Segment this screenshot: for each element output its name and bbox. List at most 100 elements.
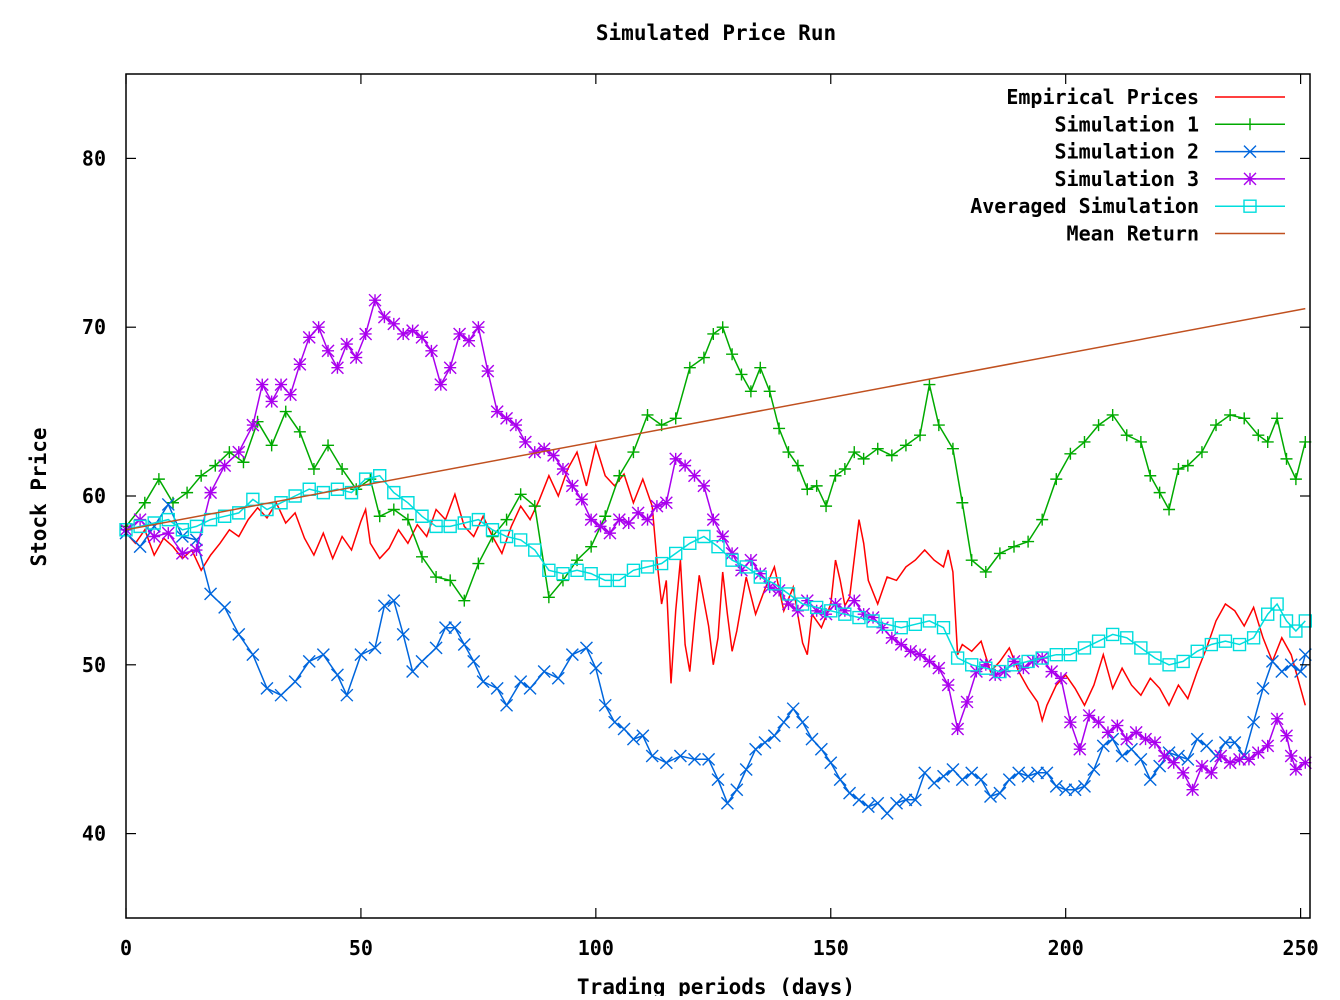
- data-point-simulation-3: [1223, 756, 1237, 770]
- data-point-simulation-2: [890, 796, 904, 810]
- data-point-simulation-2: [1068, 783, 1082, 797]
- data-point-simulation-1: [1181, 459, 1194, 472]
- data-point-simulation-1: [801, 483, 814, 496]
- data-point-simulation-1: [993, 547, 1006, 560]
- data-point-simulation-3: [1073, 742, 1087, 756]
- data-point-simulation-2: [133, 540, 147, 554]
- data-point-simulation-3: [359, 327, 373, 341]
- data-point-averaged-simulation: [711, 539, 725, 554]
- data-point-simulation-2: [1143, 773, 1157, 787]
- data-point-simulation-2: [777, 715, 791, 729]
- data-point-simulation-1: [1210, 419, 1223, 432]
- data-point-simulation-3: [885, 631, 899, 645]
- data-point-simulation-3: [979, 658, 993, 672]
- data-point-averaged-simulation: [485, 523, 500, 537]
- data-point-simulation-1: [486, 530, 499, 543]
- data-point-simulation-2: [955, 773, 969, 787]
- data-point-simulation-2: [340, 688, 354, 702]
- data-point-simulation-2: [161, 497, 175, 511]
- data-point-simulation-3: [641, 513, 655, 527]
- data-point-simulation-1: [1289, 473, 1302, 486]
- data-point-simulation-2: [1256, 681, 1270, 695]
- data-point-averaged-simulation: [471, 512, 486, 527]
- data-point-simulation-3: [1186, 783, 1200, 797]
- data-point-simulation-2: [1134, 752, 1148, 766]
- data-point-simulation-3: [716, 530, 730, 544]
- data-point-simulation-1: [1008, 540, 1020, 553]
- data-point-simulation-3: [1242, 752, 1256, 766]
- data-point-simulation-3: [537, 442, 551, 456]
- data-point-simulation-2: [899, 793, 913, 807]
- y-tick-label: 60: [82, 484, 106, 508]
- data-point-simulation-2: [302, 654, 316, 668]
- data-point-simulation-1: [237, 456, 250, 469]
- data-point-simulation-2: [984, 789, 998, 803]
- data-point-simulation-2: [1115, 749, 1129, 763]
- data-point-simulation-1: [641, 408, 654, 421]
- data-point-simulation-3: [1063, 715, 1077, 729]
- data-point-averaged-simulation: [274, 496, 288, 510]
- data-point-simulation-1: [1050, 473, 1063, 486]
- data-point-simulation-1: [899, 439, 912, 452]
- data-point-simulation-1: [279, 405, 292, 418]
- data-point-simulation-1: [1172, 462, 1185, 475]
- data-point-simulation-3: [631, 506, 645, 520]
- data-point-simulation-2: [368, 641, 382, 655]
- data-point-simulation-3: [1298, 756, 1312, 770]
- series-simulation-3: [119, 293, 1312, 797]
- data-point-simulation-2: [598, 698, 612, 712]
- data-point-simulation-3: [415, 330, 429, 344]
- data-point-averaged-simulation: [1007, 658, 1021, 672]
- data-point-simulation-3: [1176, 766, 1190, 780]
- data-point-simulation-2: [1247, 715, 1261, 729]
- data-point-averaged-simulation: [302, 482, 316, 496]
- data-point-simulation-3: [612, 513, 626, 527]
- data-point-averaged-simulation: [950, 651, 965, 665]
- data-point-simulation-1: [1163, 503, 1176, 516]
- data-point-simulation-3: [547, 448, 561, 462]
- data-point-simulation-2: [415, 654, 429, 668]
- data-point-simulation-3: [377, 310, 391, 324]
- data-point-simulation-3: [866, 611, 880, 625]
- data-point-simulation-2: [260, 681, 274, 695]
- legend-label-averaged-simulation: Averaged Simulation: [970, 194, 1199, 218]
- data-point-simulation-3: [913, 648, 927, 662]
- data-point-averaged-simulation: [1204, 637, 1219, 652]
- data-point-simulation-2: [330, 668, 344, 682]
- data-point-simulation-1: [195, 469, 208, 482]
- data-point-averaged-simulation: [866, 614, 880, 628]
- data-point-simulation-2: [1153, 759, 1167, 773]
- data-point-simulation-3: [857, 607, 871, 621]
- x-tick-label: 150: [813, 936, 849, 960]
- data-point-simulation-2: [537, 665, 551, 679]
- data-point-simulation-1: [979, 565, 992, 578]
- data-point-simulation-3: [340, 337, 354, 351]
- data-point-simulation-1: [857, 452, 870, 465]
- data-point-simulation-1: [514, 488, 527, 501]
- data-point-averaged-simulation: [697, 529, 711, 544]
- data-point-simulation-3: [1289, 762, 1303, 776]
- data-point-simulation-3: [969, 665, 983, 679]
- data-point-simulation-1: [923, 378, 936, 391]
- data-point-simulation-1: [773, 422, 786, 435]
- data-point-simulation-3: [847, 594, 861, 608]
- data-point-simulation-3: [246, 418, 260, 432]
- legend-marker-simulation-1: [1244, 118, 1256, 131]
- data-point-averaged-simulation: [1134, 641, 1148, 655]
- data-point-simulation-3: [1026, 654, 1040, 668]
- data-point-simulation-3: [1167, 756, 1181, 770]
- data-point-averaged-simulation: [626, 563, 641, 577]
- data-point-simulation-2: [1106, 732, 1120, 746]
- data-point-simulation-3: [800, 594, 814, 608]
- data-point-simulation-3: [1045, 665, 1059, 679]
- data-point-simulation-1: [914, 429, 927, 442]
- data-point-simulation-2: [688, 752, 702, 766]
- data-point-averaged-simulation: [528, 543, 542, 557]
- data-point-averaged-simulation: [415, 509, 429, 523]
- series-layer: [119, 293, 1312, 820]
- data-point-simulation-3: [302, 330, 316, 344]
- data-point-simulation-3: [1110, 719, 1124, 733]
- data-point-simulation-1: [669, 412, 682, 425]
